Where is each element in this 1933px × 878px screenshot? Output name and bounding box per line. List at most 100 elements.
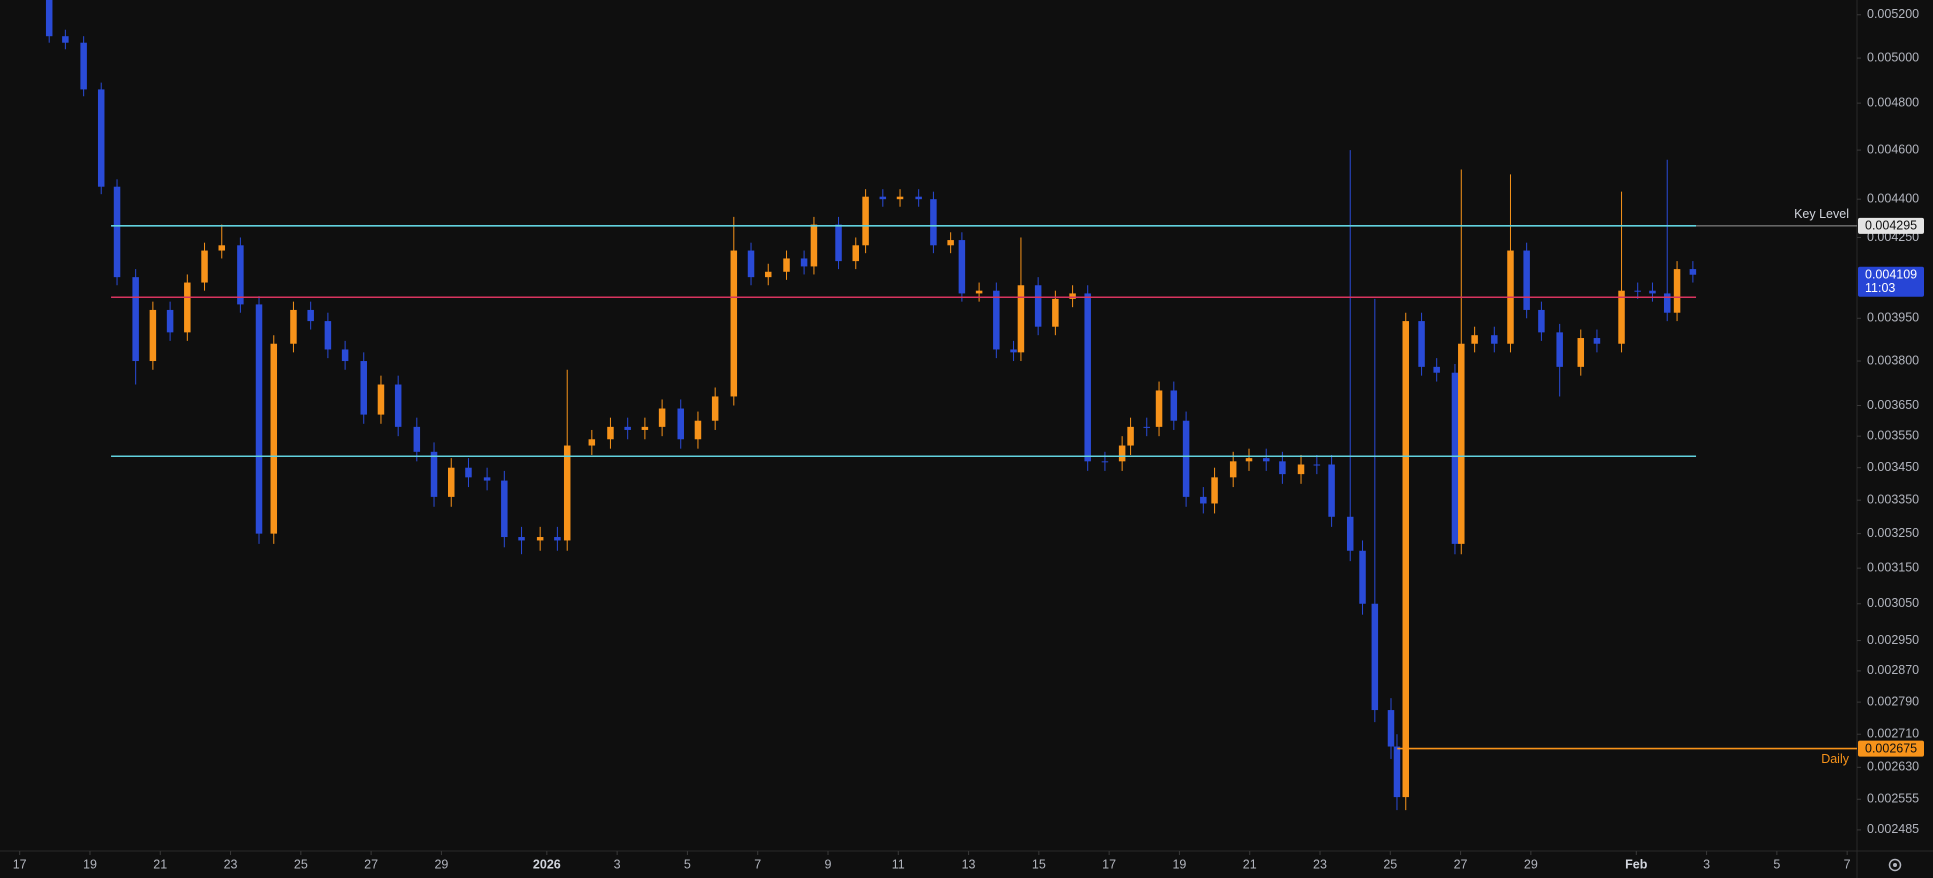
candle-body [290,309,297,344]
candle-body [218,245,226,251]
candle-body [394,384,402,427]
candle-body [1346,516,1354,551]
candle-body [1279,461,1286,475]
y-tick-label: 0.003250 [1867,526,1919,540]
candle-body [1673,269,1681,313]
candle-body [80,42,87,90]
level-price-tag [1858,217,1924,234]
y-tick-label: 0.003950 [1867,311,1919,325]
y-tick-label: 0.003350 [1867,492,1919,506]
candle-body [896,196,904,200]
candle-body [237,245,244,305]
candle-body [1211,477,1218,504]
candle-body [1393,746,1401,798]
x-tick-label: 5 [684,857,691,871]
candle-body [1458,343,1465,544]
level-price: 0.004295 [1865,219,1917,233]
candle-body [1387,710,1395,747]
candle-body [624,426,631,430]
candle-body [1328,464,1335,517]
candle-body [324,321,332,350]
candle-body [1649,290,1656,294]
candle-body [677,408,684,440]
candle-body [501,480,508,538]
countdown: 11:03 [1865,281,1895,295]
y-tick-label: 0.002630 [1867,760,1919,774]
candle-body [1297,464,1305,475]
candle-body [1593,338,1601,344]
y-tick-label: 0.003800 [1867,353,1919,367]
candle-body [270,343,278,534]
candle-body [377,384,385,415]
candle-body [1663,293,1671,313]
candle-body [800,258,808,267]
candle-body [1523,250,1530,310]
candle-body [1118,445,1126,462]
y-tick-label: 0.003450 [1867,460,1919,474]
level-name: Key Level [1794,207,1849,221]
candle-body [518,537,525,541]
last-price: 0.004109 [1865,268,1917,282]
candle-body [993,290,1000,350]
candle-body [483,477,491,481]
candle-body [563,445,571,541]
candle-body [1229,461,1237,478]
candle-body [1418,321,1425,367]
x-tick-label: 25 [1383,857,1397,871]
candle-body [1313,464,1321,466]
settings-gear-center[interactable] [1893,863,1897,867]
y-tick-label: 0.005000 [1867,50,1919,64]
candle-body [465,467,472,478]
candle-body [149,309,157,362]
candle-body [1034,285,1042,327]
x-tick-label: 27 [1454,857,1468,871]
candle-body [852,245,860,262]
y-tick-label: 0.004600 [1867,142,1919,156]
candle-body [1155,390,1163,427]
x-tick-label: 27 [364,857,378,871]
candle-body [341,349,349,362]
x-tick-label: 29 [1524,857,1538,871]
candle-body [658,408,666,427]
candle-body [1245,458,1253,462]
x-tick-label: 7 [1844,857,1851,871]
settings-icon[interactable] [1888,858,1902,872]
y-tick-label: 0.002870 [1867,663,1919,677]
candle-body [360,361,367,415]
candle-body [307,309,314,322]
candle-body [1200,496,1207,504]
x-tick-label: Feb [1625,857,1648,871]
candle-body [641,426,649,430]
candle-body [879,196,887,200]
last-price-tag [1858,266,1924,297]
candle-body [588,439,596,446]
candle-body [730,250,738,397]
candle-body [711,396,719,421]
candle-body [1556,332,1563,367]
candle-body [1170,390,1178,421]
settings-gear[interactable] [1888,858,1902,872]
candle-body [430,451,438,497]
candle-body [1689,269,1697,275]
y-tick-label: 0.003150 [1867,560,1919,574]
candle-body [1491,335,1498,344]
candle-body [1069,293,1076,299]
candle-body [62,36,69,43]
candle-body [694,420,702,440]
y-tick-label: 0.004800 [1867,95,1919,109]
candle-body [1127,426,1134,446]
candle-body [1143,426,1150,428]
level-price: 0.002675 [1865,741,1917,755]
y-tick-label: 0.002790 [1867,694,1919,708]
x-tick-label: 21 [1243,857,1257,871]
candle-body [947,240,954,246]
y-tick-label: 0.002710 [1867,727,1919,741]
x-tick-label: 9 [825,857,832,871]
candle-body [975,290,983,294]
candle-body [1618,290,1625,344]
candle-body [862,196,869,246]
candle-body [835,224,842,262]
x-tick-label: 19 [83,857,97,871]
